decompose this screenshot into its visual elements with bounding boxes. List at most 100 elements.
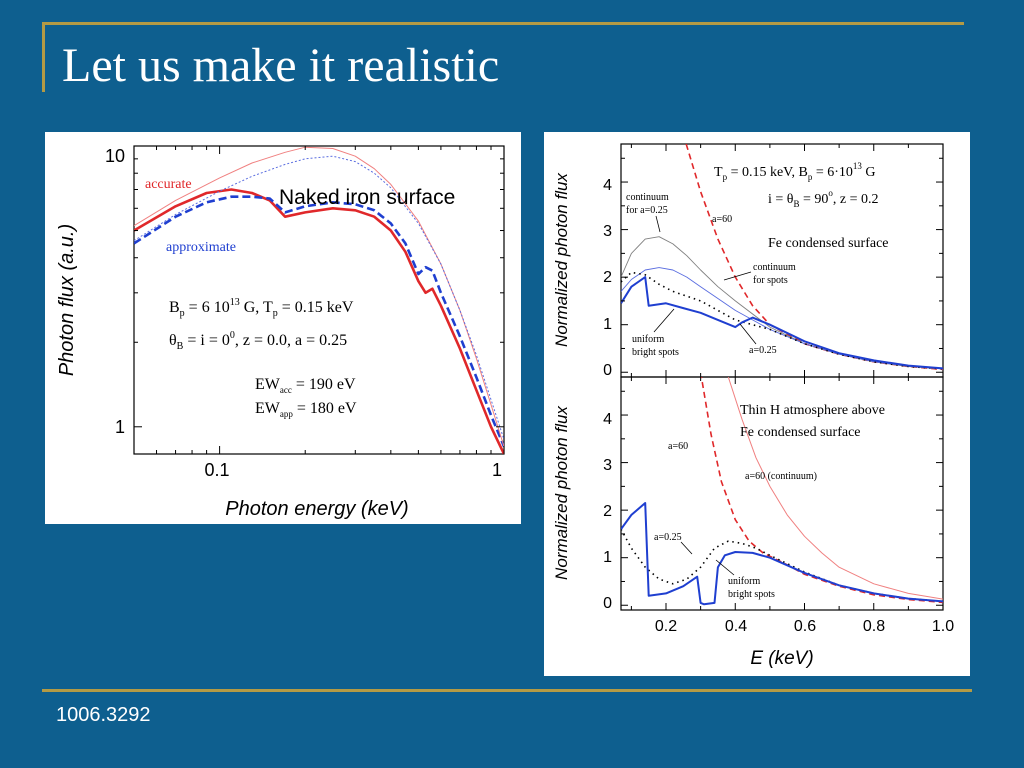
label-approximate: approximate [166, 240, 236, 255]
left-ylabel: Photon flux (a.u.) [56, 224, 78, 376]
tp1: T [714, 165, 723, 180]
top-arrow-a025 [739, 323, 757, 345]
bot-ytick-0: 0 [603, 595, 612, 612]
top-arrow-cont-a [655, 215, 661, 233]
theta-text: = i = 0 [183, 332, 230, 349]
top-ylabel: Normalized photon flux [552, 173, 571, 347]
bot-bright: bright spots [728, 589, 775, 600]
slide-title: Let us make it realistic [62, 39, 500, 92]
top-series-group [621, 144, 943, 371]
tp1-d: G [862, 165, 876, 180]
bot-ytick-3: 3 [603, 457, 612, 474]
gold-rule-vertical [42, 22, 45, 92]
left-tick-marks [134, 145, 505, 454]
b-text2: G, T [240, 299, 273, 316]
bot-xtick-0.2: 0.2 [655, 618, 677, 635]
top-surface-label: Fe condensed surface [768, 236, 889, 251]
top-series-2 [621, 267, 943, 370]
left-xtick-0.1: 0.1 [204, 460, 229, 480]
tp2-sub: B [794, 199, 800, 209]
tp2-c: , z = 0.2 [833, 192, 879, 207]
t-text: = 0.15 keV [278, 299, 354, 316]
bot-a60c: a=60 (continuum) [745, 471, 817, 482]
bottom-plot-frame [620, 376, 944, 611]
left-xtick-1: 1 [492, 460, 502, 480]
bot-xtick-0.6: 0.6 [794, 618, 816, 635]
tp2-b: = 90 [800, 192, 829, 207]
top-ytick-3: 3 [603, 223, 612, 240]
param-theta-line: θB = i = 00, z = 0.0, a = 0.25 [169, 330, 347, 352]
bot-arrow-a025 [680, 541, 693, 555]
bottom-series-0 [700, 377, 943, 604]
t-sub: p [273, 308, 278, 319]
overlay-naked-iron: Naked iron surface [279, 186, 455, 209]
theta-label: θ [169, 332, 177, 349]
top-cont-a-1: continuum [626, 192, 669, 203]
tp1-c: = 6·10 [812, 165, 853, 180]
left-xlabel: Photon energy (keV) [225, 498, 408, 520]
b-text: = 6 10 [185, 299, 230, 316]
left-series-group [134, 146, 504, 454]
tp2: i = θ [768, 192, 794, 207]
top-bright: bright spots [632, 347, 679, 358]
b-label: B [169, 299, 180, 316]
theta-text2: , z = 0.0, a = 0.25 [235, 332, 347, 349]
top-params-line2: i = θB = 90o, z = 0.2 [768, 188, 879, 209]
left-ytick-1: 1 [115, 417, 125, 437]
top-a025: a=0.25 [749, 345, 777, 356]
tp1-b: = 0.15 keV, B [727, 165, 808, 180]
top-ytick-4: 4 [603, 177, 612, 194]
b-sub: p [180, 308, 185, 319]
footer-reference: 1006.3292 [56, 704, 151, 726]
bot-xtick-1.0: 1.0 [932, 618, 954, 635]
top-ytick-2: 2 [603, 269, 612, 286]
bot-ytick-4: 4 [603, 411, 612, 428]
left-series-1 [134, 195, 504, 448]
tp2-exp: o [828, 188, 833, 198]
left-chart: 10 1 0.1 1 Photon energy (keV) Photon fl… [56, 145, 505, 520]
left-plot-frame [133, 145, 505, 455]
param-b-line: Bp = 6 1013 G, Tp = 0.15 keV [169, 297, 354, 319]
ew-app-line: EWapp = 180 eV [255, 400, 357, 419]
bottom-series-1 [727, 377, 943, 600]
left-chart-panel: 10 1 0.1 1 Photon energy (keV) Photon fl… [45, 132, 521, 524]
top-ytick-0: 0 [603, 362, 612, 379]
tp1-sub: p [723, 172, 728, 182]
bottom-series-3 [621, 502, 943, 606]
bot-fe-surface: Fe condensed surface [740, 425, 861, 440]
left-series-3 [134, 155, 504, 440]
tp1-exp: 13 [853, 161, 863, 171]
left-series-0 [134, 188, 504, 454]
top-a60: a=60 [712, 214, 732, 225]
bot-xtick-0.8: 0.8 [863, 618, 885, 635]
ew2-sub: app [280, 409, 293, 419]
top-uniform: uniform [632, 334, 664, 345]
bot-xtick-0.4: 0.4 [725, 618, 747, 635]
theta-exp: 0 [230, 330, 235, 341]
top-cont-a-2: for a=0.25 [626, 205, 668, 216]
bottom-series-group [621, 377, 943, 606]
right-chart-panel: 4 3 2 1 0 4 3 2 1 0 0.2 0.4 0.6 0.8 1.0 … [544, 132, 970, 676]
ew2-text: = 180 eV [293, 400, 357, 417]
top-cont-spots-1: continuum [753, 262, 796, 273]
bot-a025: a=0.25 [654, 532, 682, 543]
ew1-label: EW [255, 376, 281, 393]
right-tick-marks [621, 144, 944, 610]
bot-ytick-2: 2 [603, 503, 612, 520]
bot-ytick-1: 1 [603, 549, 612, 566]
bot-xlabel: E (keV) [750, 648, 813, 669]
tp1-bsub: p [808, 172, 813, 182]
top-arrow-cont-spots [723, 271, 752, 281]
ew-acc-line: EWacc = 190 eV [255, 376, 356, 395]
gold-rule-bottom [42, 689, 972, 692]
top-ytick-1: 1 [603, 316, 612, 333]
gold-rule-top [42, 22, 964, 25]
bot-ylabel: Normalized photon flux [552, 406, 571, 580]
top-series-4 [621, 276, 943, 370]
theta-sub: B [177, 341, 184, 352]
ew2-label: EW [255, 400, 281, 417]
left-series-2 [134, 146, 504, 447]
bot-thin-h: Thin H atmosphere above [740, 403, 885, 418]
bot-a60: a=60 [668, 441, 688, 452]
top-params-line1: Tp = 0.15 keV, Bp = 6·1013 G [714, 161, 876, 182]
